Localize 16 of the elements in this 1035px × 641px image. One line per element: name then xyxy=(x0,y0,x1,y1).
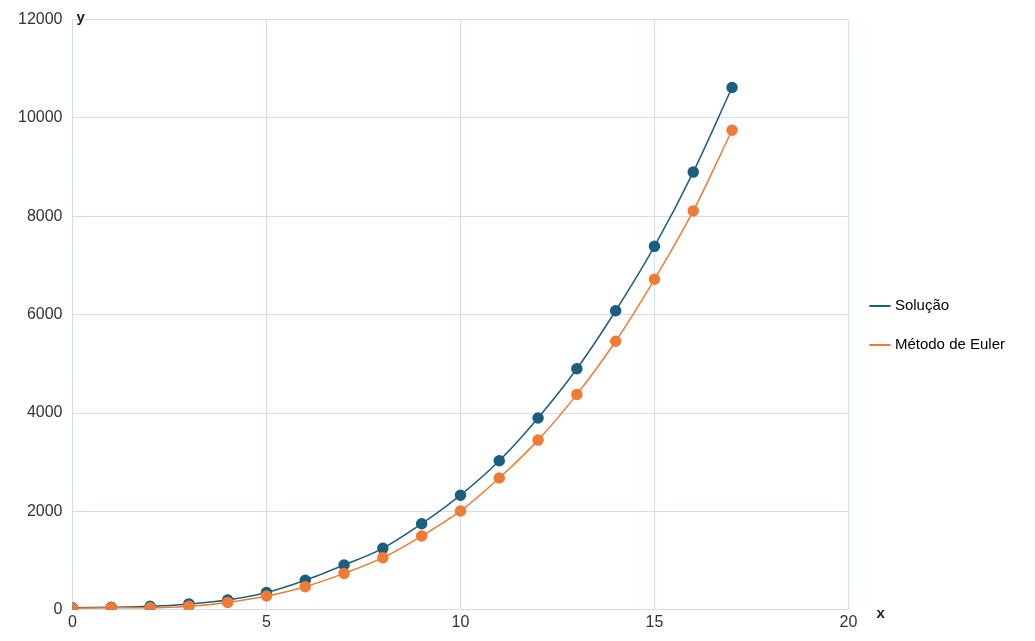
legend-label: Método de Euler xyxy=(894,335,1006,353)
y-tick-label: 12000 xyxy=(17,10,63,28)
y-tick-label: 8000 xyxy=(26,206,63,224)
x-axis-title: x xyxy=(876,603,886,621)
y-tick-label: 2000 xyxy=(26,501,63,519)
y-tick-label: 0 xyxy=(53,600,63,618)
x-tick-label: 10 xyxy=(451,612,470,630)
x-tick-label: 15 xyxy=(645,612,664,630)
y-axis-title: y xyxy=(76,7,86,25)
x-tick-label: 20 xyxy=(839,612,858,630)
y-tick-label: 10000 xyxy=(17,108,63,126)
y-tick-label: 4000 xyxy=(26,403,63,421)
x-tick-label: 0 xyxy=(68,612,78,630)
y-tick-label: 6000 xyxy=(26,305,63,323)
x-tick-label: 5 xyxy=(262,612,272,630)
legend-label: Solução xyxy=(894,296,950,314)
